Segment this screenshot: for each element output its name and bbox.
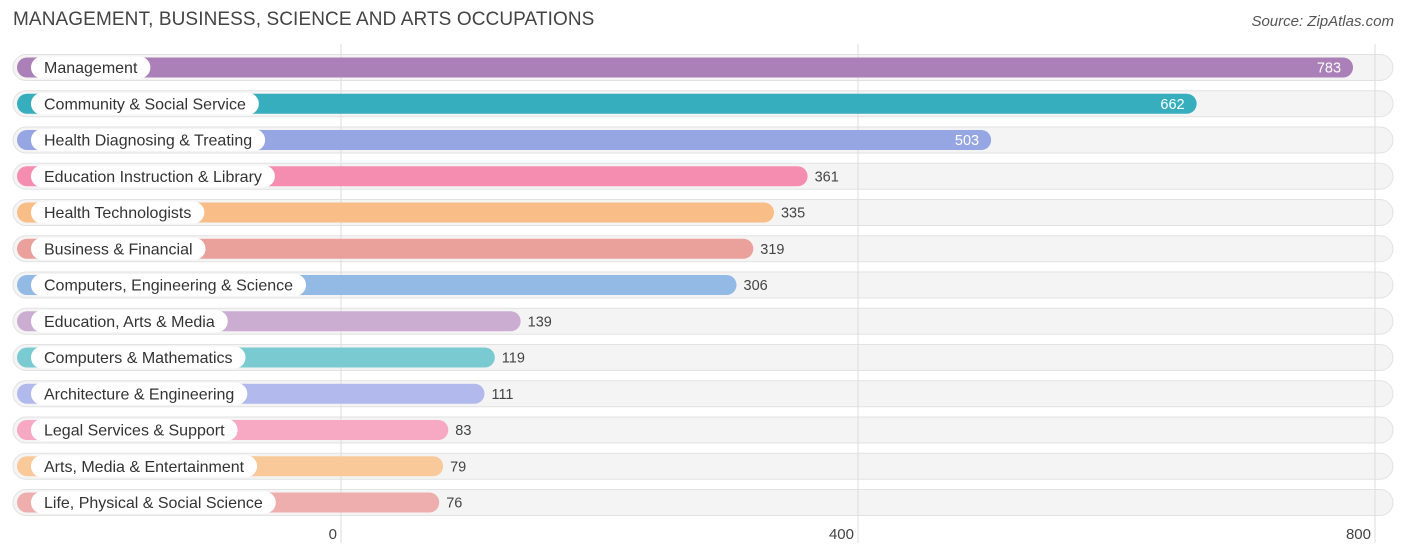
category-label-pill (31, 129, 266, 151)
x-tick-label: 0 (329, 526, 337, 543)
category-label-pill (31, 455, 258, 478)
category-label-pill (31, 237, 206, 260)
category-label-pill (31, 310, 228, 333)
value-label: 306 (744, 278, 768, 294)
category-label: Computers, Engineering & Science (44, 278, 293, 295)
category-label-pill (31, 274, 307, 296)
category-label-pill (31, 491, 276, 514)
category-label-pill (31, 56, 151, 79)
x-axis: 0 400 800 (329, 526, 1371, 543)
x-tick-label: 400 (829, 526, 854, 543)
value-label: 319 (760, 242, 784, 258)
category-label: Computers & Mathematics (44, 350, 233, 367)
category-label: Arts, Media & Entertainment (44, 459, 245, 476)
value-label: 783 (1317, 61, 1341, 77)
category-label-pill (31, 346, 246, 369)
chart-title: MANAGEMENT, BUSINESS, SCIENCE AND ARTS O… (13, 9, 595, 30)
category-label-pill (31, 382, 248, 405)
category-label: Health Technologists (44, 205, 191, 222)
value-label: 662 (1160, 97, 1184, 113)
category-label: Architecture & Engineering (44, 386, 234, 403)
value-label: 83 (455, 423, 471, 439)
category-label-pill (31, 92, 259, 115)
category-label: Education Instruction & Library (44, 169, 262, 186)
category-label: Community & Social Service (44, 96, 246, 113)
value-label: 503 (955, 133, 979, 149)
category-label: Education, Arts & Media (44, 314, 215, 331)
value-label: 139 (528, 314, 552, 330)
category-label: Management (44, 60, 138, 77)
category-label: Business & Financial (44, 241, 193, 258)
bar (17, 93, 1197, 114)
bars: Management 783 Community & Social Service 6… (17, 56, 1354, 514)
value-label: 76 (446, 496, 462, 512)
value-label: 335 (781, 206, 805, 222)
value-label: 361 (815, 169, 839, 185)
category-label-pill (31, 165, 275, 188)
x-tick-label: 800 (1346, 526, 1371, 543)
bar (17, 202, 774, 223)
bar (17, 57, 1354, 78)
value-label: 119 (502, 351, 525, 367)
source-note: Source: ZipAtlas.com (1251, 13, 1394, 30)
category-label-pill (31, 419, 238, 441)
category-label: Health Diagnosing & Treating (44, 133, 252, 150)
value-label: 79 (450, 459, 466, 475)
category-label-pill (31, 201, 205, 224)
category-label: Legal Services & Support (44, 423, 225, 440)
value-label: 111 (491, 387, 513, 403)
category-label: Life, Physical & Social Science (44, 495, 263, 512)
